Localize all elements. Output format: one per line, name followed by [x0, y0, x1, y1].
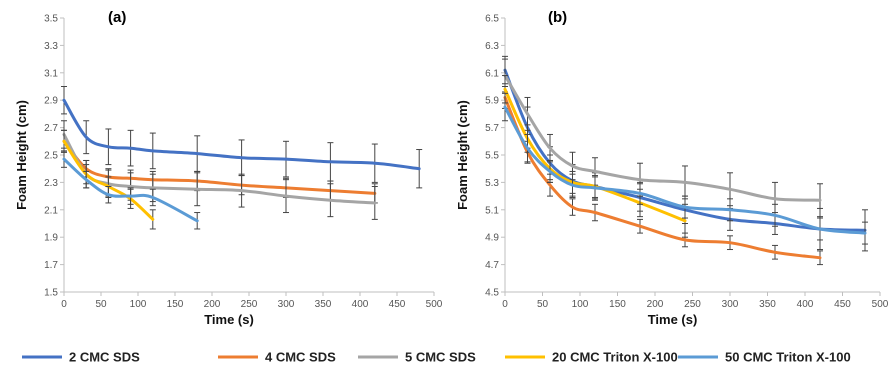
x-tick-label: 400	[797, 299, 814, 310]
x-tick-label: 450	[834, 299, 851, 310]
y-tick-label: 2.7	[44, 123, 58, 134]
y-tick-label: 2.1	[44, 205, 58, 216]
legend-label: 50 CMC Triton X-100	[725, 350, 851, 365]
y-tick-label: 1.7	[44, 260, 58, 271]
y-tick-label: 3.3	[44, 41, 58, 52]
legend-item-5-cmc-sds: 5 CMC SDS	[358, 350, 476, 365]
legend-item-2-cmc-sds: 2 CMC SDS	[22, 350, 140, 365]
x-tick-label: 200	[204, 299, 221, 310]
panel-label: (b)	[548, 9, 567, 26]
y-tick-label: 6.5	[485, 14, 499, 25]
x-tick-label: 50	[95, 299, 107, 310]
y-tick-label: 4.7	[485, 260, 499, 271]
series-50-cmc-triton-x-100	[502, 92, 868, 245]
panel-label: (a)	[108, 9, 126, 26]
series-line-50-cmc-triton-x-100	[62, 157, 199, 223]
legend-label: 5 CMC SDS	[405, 350, 476, 365]
x-tick-label: 100	[572, 299, 589, 310]
y-tick-label: 5.3	[485, 178, 499, 189]
series-line-2-cmc-sds	[62, 98, 421, 171]
y-tick-label: 6.1	[485, 68, 499, 79]
x-tick-label: 100	[130, 299, 147, 310]
panel-b-chart: 4.5 4.7 4.9 5.1 5.3 5.5 5.7 5.9 6.1 6.3 6.5 0 50 100 1…	[455, 9, 889, 327]
y-tick-label: 5.9	[485, 96, 499, 107]
legend-item-50-cmc-triton-x-100: 50 CMC Triton X-100	[678, 350, 851, 365]
y-tick-label: 4.5	[485, 288, 499, 299]
x-tick-label: 0	[61, 299, 67, 310]
y-tick-label: 3.5	[44, 14, 58, 25]
x-tick-label: 250	[241, 299, 258, 310]
x-tick-label: 350	[759, 299, 776, 310]
x-tick-label: 300	[722, 299, 739, 310]
y-tick-label: 4.9	[485, 233, 499, 244]
x-tick-label: 50	[537, 299, 549, 310]
y-tick-label: 2.5	[44, 151, 58, 162]
legend-item-4-cmc-sds: 4 CMC SDS	[218, 350, 336, 365]
x-tick-label: 200	[647, 299, 664, 310]
series-line-4-cmc-sds	[62, 139, 377, 195]
chart-legend: 2 CMC SDS 4 CMC SDS 5 CMC SDS 20 CMC Triton…	[22, 350, 851, 365]
x-tick-label: 250	[684, 299, 701, 310]
x-tick-label: 150	[167, 299, 184, 310]
y-tick-label: 5.1	[485, 205, 499, 216]
error-bars-2-cmc-sds	[61, 86, 423, 189]
series-line-4-cmc-sds	[503, 96, 822, 260]
x-axis-title: Time (s)	[204, 312, 254, 327]
legend-label: 2 CMC SDS	[69, 350, 140, 365]
series-line-5-cmc-sds	[503, 74, 822, 202]
x-tick-label: 0	[502, 299, 508, 310]
series-2-cmc-sds	[61, 86, 423, 189]
x-tick-label: 400	[352, 299, 369, 310]
series-line-50-cmc-triton-x-100	[503, 105, 867, 235]
y-axis-title: Foam Height (cm)	[14, 100, 29, 210]
x-tick-label: 500	[872, 299, 889, 310]
y-tick-label: 5.7	[485, 123, 499, 134]
y-tick-label: 6.3	[485, 41, 499, 52]
y-tick-label: 1.5	[44, 288, 58, 299]
x-tick-label: 500	[426, 299, 443, 310]
y-tick-label: 2.3	[44, 178, 58, 189]
x-tick-label: 350	[315, 299, 332, 310]
legend-label: 4 CMC SDS	[265, 350, 336, 365]
x-tick-label: 150	[609, 299, 626, 310]
x-tick-label: 300	[278, 299, 295, 310]
y-tick-label: 3.1	[44, 68, 58, 79]
y-tick-label: 2.9	[44, 96, 58, 107]
y-axis-title: Foam Height (cm)	[455, 100, 470, 210]
x-axis-title: Time (s)	[648, 312, 698, 327]
y-tick-label: 5.5	[485, 151, 499, 162]
y-tick-label: 1.9	[44, 233, 58, 244]
panel-a-chart: 1.5 1.7 1.9 2.1 2.3 2.5 2.7 2.9 3.1 3.3 3.5 0 50 100 1…	[14, 9, 443, 327]
legend-item-20-cmc-triton-x-100: 20 CMC Triton X-100	[505, 350, 678, 365]
series-50-cmc-triton-x-100	[61, 150, 201, 230]
x-tick-label: 450	[389, 299, 406, 310]
legend-label: 20 CMC Triton X-100	[552, 350, 678, 365]
